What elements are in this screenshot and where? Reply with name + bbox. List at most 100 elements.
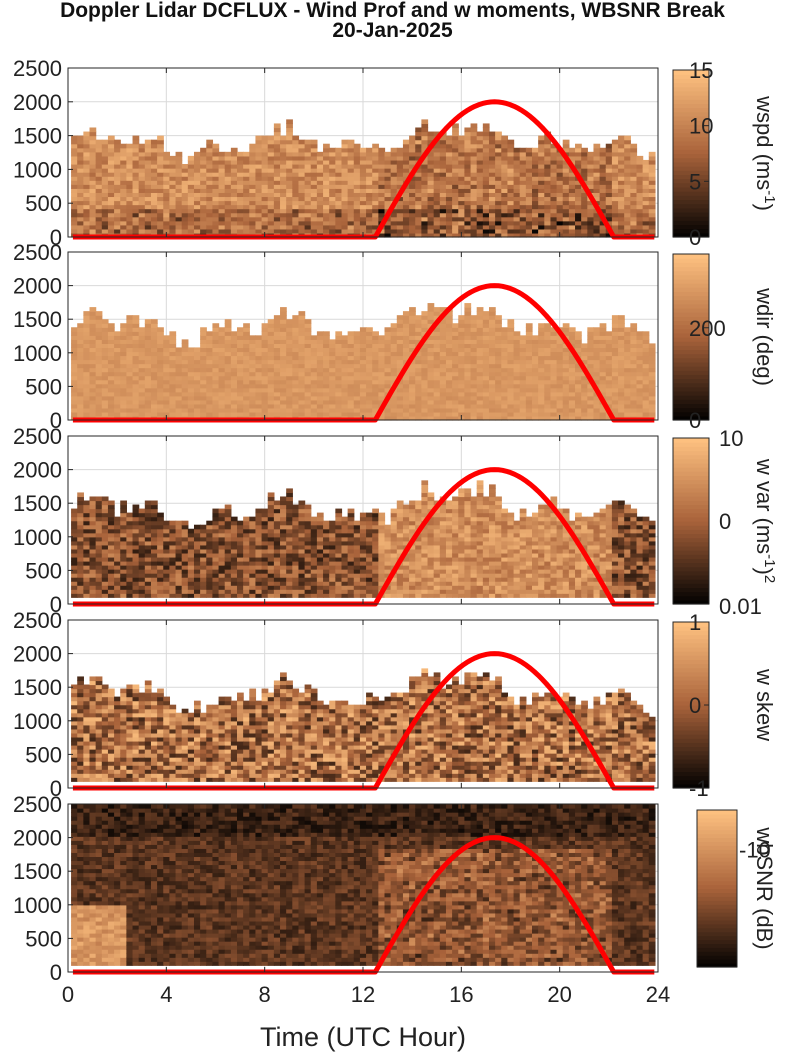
heatmap-cell <box>83 323 91 328</box>
heatmap-cell <box>618 147 625 153</box>
heatmap-cell <box>464 131 472 137</box>
colorbar-segment <box>673 312 709 317</box>
heatmap-cell <box>568 180 576 185</box>
heatmap-cell <box>95 387 103 393</box>
heatmap-cell <box>169 155 177 161</box>
colorbar-segment <box>673 115 709 121</box>
heatmap-cell <box>71 516 78 522</box>
heatmap-cell <box>89 536 97 542</box>
heatmap-cell <box>77 391 84 397</box>
heatmap-cell <box>286 323 293 328</box>
heatmap-cell <box>458 139 466 145</box>
heatmap-cell <box>335 371 343 377</box>
heatmap-cell <box>187 155 195 161</box>
heatmap-cell <box>218 395 226 401</box>
heatmap-cell <box>544 232 552 238</box>
heatmap-cell <box>224 323 232 328</box>
heatmap-cell <box>126 200 134 206</box>
heatmap-cell <box>501 147 509 153</box>
heatmap-cell <box>101 359 109 365</box>
heatmap-cell <box>193 359 201 365</box>
heatmap-cell <box>605 339 613 344</box>
heatmap-cell <box>568 176 576 181</box>
heatmap-cell <box>237 172 244 177</box>
heatmap-cell <box>206 139 214 145</box>
heatmap-cell <box>83 532 91 538</box>
heatmap-cell <box>630 327 638 332</box>
heatmap-cell <box>114 399 121 405</box>
heatmap-cell <box>114 565 121 570</box>
heatmap-cell <box>237 375 244 381</box>
heatmap-cell <box>71 399 78 405</box>
heatmap-cell <box>359 180 367 185</box>
heatmap-cell <box>495 319 502 324</box>
heatmap-cell <box>470 228 478 234</box>
heatmap-cell <box>642 335 650 340</box>
heatmap-cell <box>243 188 250 193</box>
heatmap-cell <box>372 204 379 210</box>
heatmap-cell <box>593 196 601 202</box>
heatmap-cell <box>120 565 127 570</box>
heatmap-cell <box>292 159 300 165</box>
heatmap-cell <box>163 411 171 417</box>
heatmap-cell <box>359 184 367 189</box>
heatmap-cell <box>562 192 570 198</box>
heatmap-cell <box>630 176 638 181</box>
heatmap-cell <box>193 371 201 377</box>
heatmap-cell <box>599 200 607 206</box>
heatmap-cell <box>77 204 84 210</box>
heatmap-cell <box>95 319 103 324</box>
heatmap-cell <box>144 224 152 230</box>
heatmap-cell <box>599 180 607 185</box>
heatmap-cell <box>304 192 312 198</box>
heatmap-cell <box>421 212 429 218</box>
heatmap-cell <box>421 359 429 365</box>
heatmap-cell <box>89 139 97 145</box>
heatmap-cell <box>599 391 607 397</box>
heatmap-cell <box>605 180 613 185</box>
heatmap-cell <box>77 383 84 389</box>
heatmap-cell <box>341 220 349 226</box>
heatmap-cell <box>286 339 293 344</box>
heatmap-cell <box>359 204 367 210</box>
heatmap-cell <box>538 375 545 381</box>
heatmap-cell <box>310 339 318 344</box>
heatmap-cell <box>427 311 435 316</box>
heatmap-cell <box>83 208 91 214</box>
heatmap-cell <box>218 159 226 165</box>
heatmap-cell <box>132 139 140 145</box>
heatmap-cell <box>304 407 312 413</box>
heatmap-cell <box>286 147 293 153</box>
heatmap-cell <box>286 319 293 324</box>
heatmap-cell <box>298 212 306 218</box>
heatmap-cell <box>261 339 269 344</box>
heatmap-cell <box>593 355 601 361</box>
heatmap-cell <box>482 176 490 181</box>
heatmap-cell <box>261 176 269 181</box>
heatmap-cell <box>230 168 238 173</box>
heatmap-cell <box>157 208 164 214</box>
heatmap-cell <box>501 220 509 226</box>
heatmap-cell <box>298 367 306 373</box>
heatmap-cell <box>175 200 183 206</box>
heatmap-cell <box>107 387 115 393</box>
heatmap-cell <box>187 184 195 189</box>
heatmap-cell <box>243 180 250 185</box>
heatmap-cell <box>562 323 570 328</box>
heatmap-cell <box>384 184 392 189</box>
heatmap-cell <box>132 371 140 377</box>
heatmap-cell <box>71 220 78 226</box>
heatmap-cell <box>144 335 152 340</box>
heatmap-cell <box>538 347 545 353</box>
heatmap-cell <box>280 359 287 365</box>
heatmap-cell <box>230 391 238 397</box>
heatmap-cell <box>372 228 379 234</box>
heatmap-cell <box>150 323 158 328</box>
heatmap-cell <box>77 496 84 502</box>
heatmap-cell <box>255 188 263 193</box>
heatmap-cell <box>415 335 422 340</box>
heatmap-cell <box>519 147 527 153</box>
heatmap-cell <box>519 367 527 373</box>
heatmap-cell <box>212 403 220 409</box>
heatmap-cell <box>544 399 552 405</box>
